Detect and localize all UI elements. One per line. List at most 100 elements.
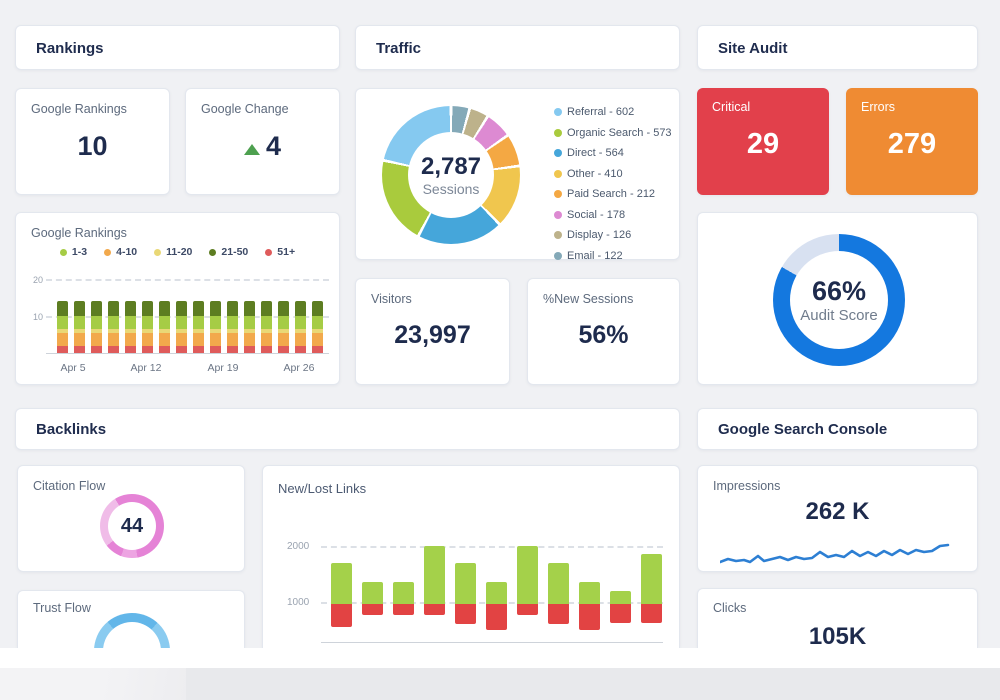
bar-segment — [57, 345, 68, 353]
google-change-stat-card[interactable]: Google Change 4 — [185, 88, 340, 195]
ranking-bar — [227, 301, 238, 353]
bar-segment — [210, 345, 221, 353]
x-axis-tick: Apr 26 — [283, 362, 315, 374]
bar-segment — [57, 328, 68, 333]
legend-dot-icon — [554, 190, 562, 198]
new-lost-links-card[interactable]: New/Lost Links 2000 1000 — [262, 465, 680, 648]
trust-flow-gauge — [94, 613, 170, 648]
bar-segment — [210, 332, 221, 346]
google-rankings-stacked-bar-chart[interactable]: 1-3 4-10 11-20 21-50 51+ 20 10 Apr 5 Apr 12 Apr 1… — [16, 213, 339, 384]
citation-flow-card[interactable]: Citation Flow 44 — [17, 465, 245, 572]
ranking-bar — [57, 301, 68, 353]
new-links-bar — [424, 546, 445, 605]
traffic-donut-center-value: 2,787 — [420, 153, 482, 180]
lost-links-bar — [393, 604, 414, 616]
ranking-bar — [261, 301, 272, 353]
rankings-legend-item[interactable]: 21-50 — [209, 246, 248, 258]
new-links-bar — [548, 562, 569, 605]
traffic-section-title: Traffic — [376, 40, 422, 57]
clicks-label: Clicks — [713, 601, 747, 615]
bar-segment — [159, 332, 170, 346]
y-axis-tick: 20 — [32, 275, 43, 285]
bottom-gray-band-left — [0, 668, 186, 700]
bar-segment — [176, 301, 187, 317]
bar-segment — [193, 316, 204, 329]
trust-flow-card[interactable]: Trust Flow — [17, 590, 245, 648]
bar-segment — [74, 332, 85, 346]
bar-segment — [193, 332, 204, 346]
rankings-legend-item[interactable]: 11-20 — [154, 246, 192, 258]
lost-links-bar — [517, 604, 538, 616]
backlinks-section-title: Backlinks — [36, 421, 107, 438]
bar-segment — [244, 328, 255, 333]
traffic-legend-item[interactable]: Display - 126 — [554, 229, 672, 241]
traffic-legend-item[interactable]: Social - 178 — [554, 209, 672, 221]
ranking-bar — [312, 301, 323, 353]
rankings-legend-item[interactable]: 4-10 — [104, 246, 137, 258]
critical-tile[interactable]: Critical 29 — [697, 88, 829, 195]
google-rankings-stat-card[interactable]: Google Rankings 10 — [15, 88, 170, 195]
site-audit-section-header: Site Audit — [697, 25, 978, 70]
ranking-bar — [125, 301, 136, 353]
ranking-bar — [74, 301, 85, 353]
bar-segment — [295, 328, 306, 333]
bar-segment — [176, 345, 187, 353]
bar-segment — [91, 301, 102, 317]
traffic-section-header: Traffic — [355, 25, 680, 70]
legend-dot-icon — [554, 149, 562, 157]
trust-flow-label: Trust Flow — [33, 601, 91, 615]
new-links-bar — [455, 562, 476, 605]
new-lost-links-chart[interactable]: 2000 1000 — [263, 466, 679, 648]
traffic-legend-item[interactable]: Organic Search - 573 — [554, 127, 672, 139]
new-sessions-card[interactable]: %New Sessions 56% — [527, 278, 680, 385]
google-change-stat-label: Google Change — [201, 102, 289, 116]
bar-segment — [193, 328, 204, 333]
errors-value: 279 — [887, 128, 937, 160]
legend-dot-icon — [104, 248, 112, 256]
lost-links-bar — [641, 604, 662, 623]
impressions-card[interactable]: Impressions 262 K — [697, 465, 978, 572]
audit-score-value: 66% — [811, 276, 867, 306]
gsc-section-header: Google Search Console — [697, 408, 978, 450]
google-rankings-chart-card[interactable]: Google Rankings 1-3 4-10 11-20 21-50 51+ 20 10… — [15, 212, 340, 385]
audit-score-card[interactable]: 66% Audit Score — [697, 212, 978, 385]
visitors-card[interactable]: Visitors 23,997 — [355, 278, 510, 385]
rankings-legend-item[interactable]: 51+ — [265, 246, 295, 258]
new-sessions-value: 56% — [578, 321, 629, 349]
lost-links-bar — [455, 604, 476, 624]
bar-segment — [108, 328, 119, 333]
bar-segment — [57, 316, 68, 329]
traffic-legend-item[interactable]: Referral - 602 — [554, 106, 672, 118]
bar-segment — [142, 332, 153, 346]
bar-segment — [125, 316, 136, 329]
ranking-bar — [193, 301, 204, 353]
clicks-card[interactable]: Clicks 105K — [697, 588, 978, 648]
arrow-up-icon — [243, 144, 260, 155]
legend-dot-icon — [154, 248, 162, 256]
traffic-donut-chart[interactable]: 2,787 Sessions — [382, 106, 520, 244]
traffic-legend-item[interactable]: Email - 122 — [554, 250, 672, 262]
traffic-legend-item[interactable]: Other - 410 — [554, 168, 672, 180]
google-change-stat-value: 4 — [186, 131, 339, 162]
legend-dot-icon — [554, 251, 562, 260]
clicks-value: 105K — [808, 623, 867, 648]
bar-segment — [176, 316, 187, 329]
bar-segment — [142, 316, 153, 329]
errors-tile[interactable]: Errors 279 — [846, 88, 978, 195]
bar-segment — [142, 328, 153, 333]
bar-segment — [193, 345, 204, 353]
traffic-legend-item[interactable]: Paid Search - 212 — [554, 188, 672, 200]
bar-segment — [108, 301, 119, 317]
bar-segment — [312, 316, 323, 329]
traffic-legend-item[interactable]: Direct - 564 — [554, 147, 672, 159]
rankings-legend-item[interactable]: 1-3 — [59, 246, 87, 258]
bar-segment — [142, 301, 153, 317]
x-axis-tick: Apr 5 — [60, 362, 86, 374]
bar-segment — [312, 345, 323, 353]
bar-segment — [244, 345, 255, 353]
bar-segment — [210, 301, 221, 317]
traffic-donut-card[interactable]: 2,787 Sessions Referral - 602 Organic Sea… — [355, 88, 680, 262]
ranking-bar — [108, 301, 119, 353]
bar-segment — [176, 328, 187, 333]
bar-segment — [278, 332, 289, 346]
